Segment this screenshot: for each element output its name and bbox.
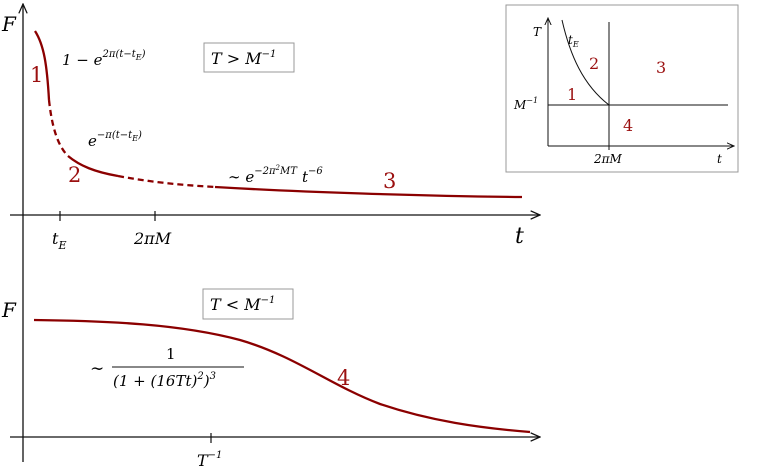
bottom-region-4-label: 4 — [337, 366, 350, 390]
tick-label-Tinv: T−1 — [197, 450, 222, 470]
inset-tE-curve — [561, 19, 610, 106]
tick-label-2piM: 2πM — [133, 229, 172, 248]
inset-frame — [505, 4, 739, 173]
top-condition-text: T > M−1 — [211, 49, 276, 68]
formula-region-2: e−π(t−tE) — [88, 130, 142, 150]
formula-region-4: ∼ 1 (1 + (16Tt)2)3 — [90, 345, 244, 390]
inset-region-2: 2 — [589, 54, 599, 73]
inset-phase-diagram: T t tE M−1 2πM 1 2 3 4 — [505, 4, 739, 173]
inset-x-tick-label: 2πM — [593, 152, 623, 166]
inset-region-3: 3 — [656, 58, 666, 77]
formula-region-4-sim: ∼ — [90, 359, 104, 379]
inset-y-axis-label: T — [533, 25, 542, 39]
top-y-axis-label: F — [1, 12, 17, 36]
top-region-3-label: 3 — [383, 169, 396, 193]
top-x-axis-label: t — [515, 224, 524, 249]
top-region-2-label: 2 — [68, 163, 81, 187]
top-region-1-label: 1 — [30, 63, 43, 87]
top-condition-box: T > M−1 — [203, 42, 295, 73]
bottom-panel: F T−1 4 ∼ 1 (1 + (16Tt)2)3 T < M−1 — [1, 288, 540, 470]
curve-region-2 — [67, 155, 119, 178]
curve-region-2-3-dashed — [117, 174, 216, 189]
inset-region-1: 1 — [567, 85, 577, 104]
curve-region-4 — [33, 318, 531, 434]
top-panel: F t tE 2πM 1 2 3 1 − e2π(t−tE) e−π(t−tE)… — [1, 4, 540, 462]
formula-region-4-numerator: 1 — [166, 345, 176, 363]
curve-region-3 — [214, 185, 523, 199]
formula-region-4-denominator: (1 + (16Tt)2)3 — [113, 371, 216, 390]
inset-y-tick-label: M−1 — [513, 96, 538, 112]
inset-region-4: 4 — [623, 116, 633, 135]
tick-label-tE: tE — [52, 229, 66, 252]
inset-curve-label: tE — [568, 33, 579, 49]
bottom-condition-text: T < M−1 — [210, 295, 275, 314]
formula-region-3: ∼ e−2π2MT t−6 — [228, 164, 323, 186]
curve-region-1 — [34, 30, 51, 101]
bottom-condition-box: T < M−1 — [202, 288, 294, 320]
curve-region-2-dashed — [47, 99, 69, 157]
formula-region-1: 1 − e2π(t−tE) — [62, 49, 146, 69]
bottom-y-axis-label: F — [1, 298, 17, 322]
inset-x-axis-label: t — [717, 152, 722, 166]
